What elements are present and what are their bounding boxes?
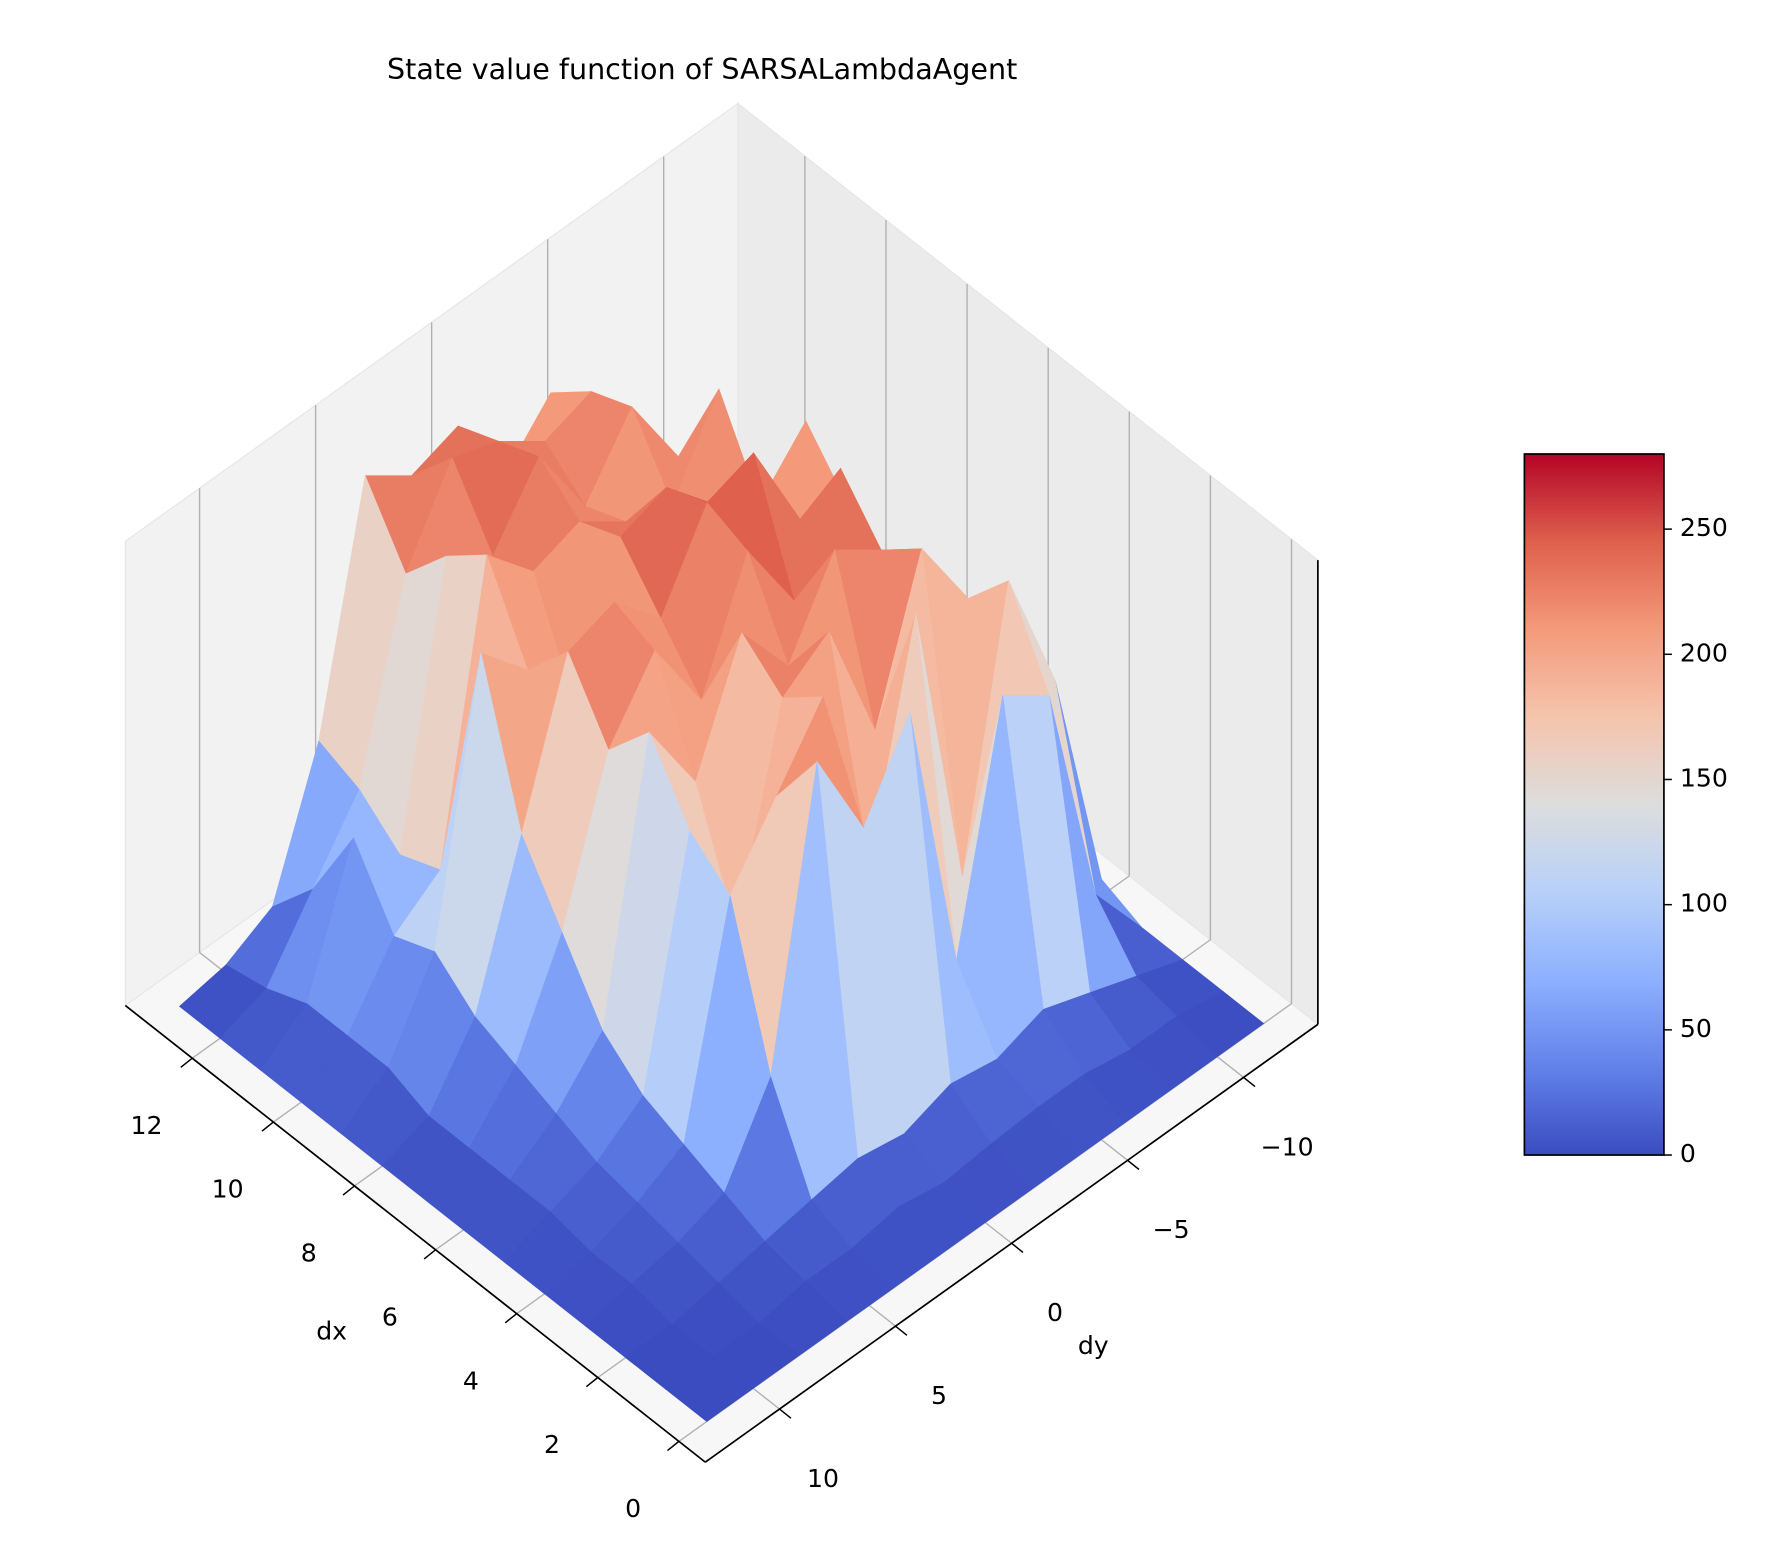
y-tick-label: 0 [1047, 1298, 1063, 1327]
y-tick-label: 10 [807, 1464, 839, 1493]
x-tick-label: 6 [382, 1302, 398, 1331]
x-tick [585, 1376, 599, 1388]
x-tick-label: 10 [212, 1175, 244, 1204]
colorbar-tick-label: 150 [1680, 763, 1728, 792]
y-tick-label: −5 [1153, 1215, 1190, 1244]
colorbar-tick-label: 200 [1680, 638, 1728, 667]
x-tick [342, 1185, 355, 1196]
y-tick-label: 5 [931, 1381, 947, 1410]
x-tick [666, 1440, 680, 1452]
colorbar-tick-label: 250 [1680, 513, 1728, 542]
chart-title: State value function of SARSALambdaAgent [387, 52, 1017, 86]
x-tick-label: 0 [625, 1494, 641, 1523]
y-tick [1243, 1076, 1256, 1088]
y-tick [895, 1325, 908, 1336]
y-tick [779, 1408, 792, 1419]
x-axis-line [124, 1004, 706, 1463]
colorbar-tick-label: 50 [1680, 1014, 1712, 1043]
x-tick [180, 1057, 193, 1068]
x-tick-label: 12 [131, 1111, 163, 1140]
x-tick [423, 1249, 437, 1260]
y-tick-label: −10 [1261, 1132, 1314, 1161]
plot-area: State value function of SARSALambdaAgent… [124, 52, 1728, 1523]
x-axis-label: dx [316, 1316, 347, 1345]
colorbar-tick-label: 100 [1680, 889, 1728, 918]
colorbar-tick-label: 0 [1680, 1139, 1696, 1168]
x-tick-label: 4 [463, 1366, 479, 1395]
colorbar [1523, 453, 1665, 1156]
x-tick-label: 8 [301, 1239, 317, 1268]
y-tick [1011, 1242, 1024, 1253]
x-tick-label: 2 [544, 1430, 560, 1459]
y-tick [1127, 1159, 1140, 1171]
y-axis-label: dy [1078, 1331, 1109, 1360]
x-tick [504, 1313, 518, 1324]
x-tick [261, 1121, 274, 1132]
surface-facet [665, 1355, 754, 1422]
